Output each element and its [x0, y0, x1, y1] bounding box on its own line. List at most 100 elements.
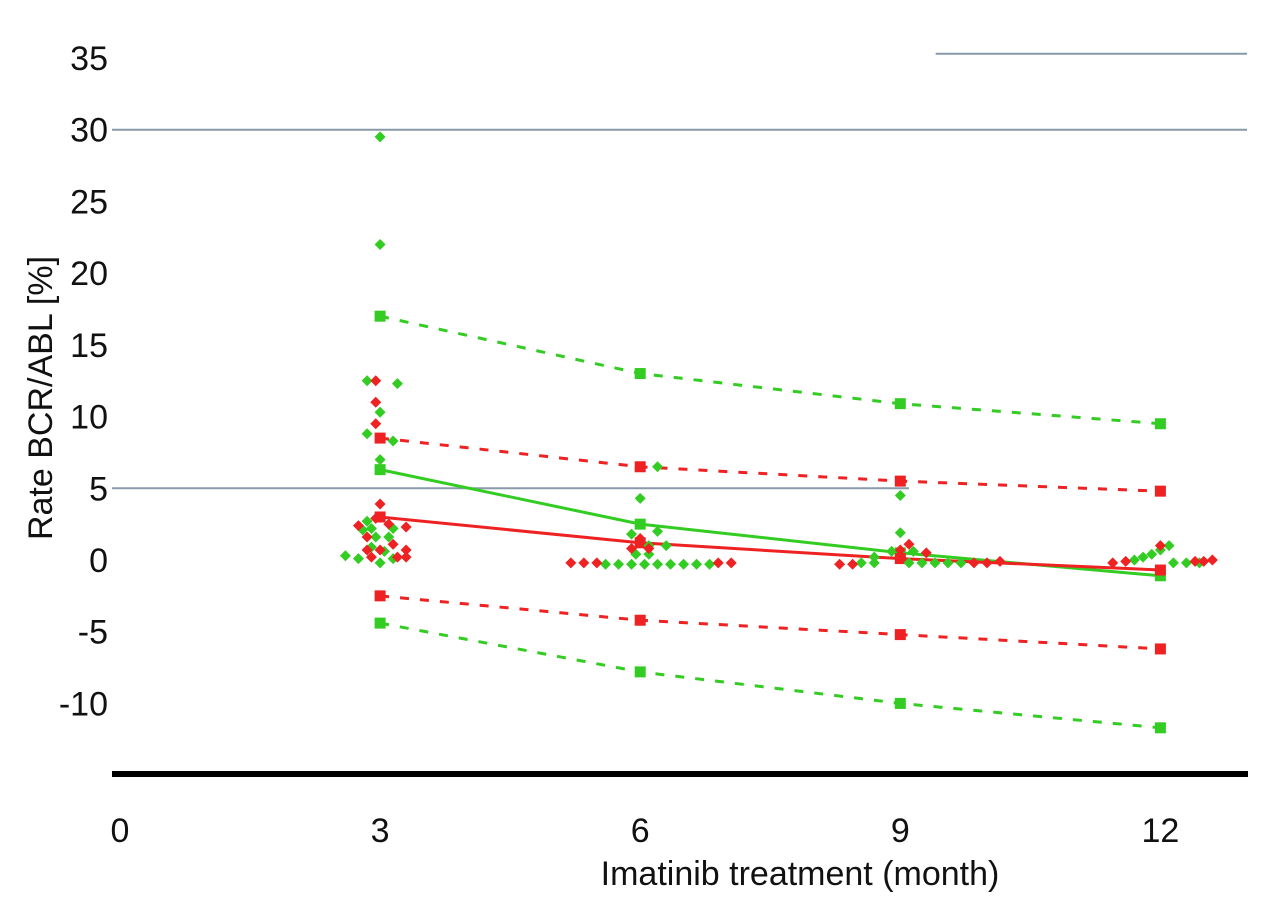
green-data-point	[1128, 554, 1140, 566]
green-data-point	[374, 238, 386, 250]
green-data-point	[626, 528, 638, 540]
red-data-point	[374, 544, 386, 556]
y-tick-label: 0	[89, 542, 108, 580]
green-data-point	[704, 558, 716, 570]
red-data-point	[365, 551, 377, 563]
red-solid-line	[379, 515, 1161, 572]
green-data-point	[665, 558, 677, 570]
red-line-marker	[1154, 643, 1166, 655]
red-data-point	[400, 544, 412, 556]
x-axis-ticks: 0 3 6 9 12	[111, 812, 1180, 850]
green-line-marker	[374, 464, 386, 476]
red-data-point	[903, 538, 915, 550]
red-data-point	[565, 557, 577, 569]
green-data-point	[365, 522, 377, 534]
y-tick-label: -5	[78, 614, 108, 652]
y-tick-label: 5	[89, 470, 108, 508]
green-data-point	[352, 553, 364, 565]
y-axis-ticks: 35 30 25 20 15 10 5 0 -5 -10	[59, 40, 108, 723]
green-data-point	[916, 557, 928, 569]
red-data-point	[994, 555, 1006, 567]
red-data-point	[374, 498, 386, 510]
red-line-marker	[1154, 564, 1166, 576]
red-data-point	[591, 557, 603, 569]
red-dashed-line	[379, 436, 1161, 493]
red-line-marker	[634, 614, 646, 626]
red-data-point	[370, 512, 382, 524]
red-data-point	[894, 544, 906, 556]
red-data-point	[834, 558, 846, 570]
red-data-point	[361, 531, 373, 543]
x-tick-label: 12	[1141, 812, 1179, 850]
green-data-point	[691, 558, 703, 570]
green-line-marker	[374, 617, 386, 629]
green-data-point	[626, 558, 638, 570]
red-data-point	[920, 547, 932, 559]
red-line-marker	[894, 629, 906, 641]
green-data-point	[634, 492, 646, 504]
green-line-marker	[1154, 722, 1166, 734]
red-data-point	[725, 557, 737, 569]
green-data-point	[929, 557, 941, 569]
x-axis-title: Imatinib treatment (month)	[601, 855, 1000, 893]
green-data-point	[652, 461, 664, 473]
green-line-marker	[1154, 570, 1166, 582]
red-data-point	[383, 518, 395, 530]
x-tick-label: 0	[111, 812, 130, 850]
green-data-point	[652, 525, 664, 537]
red-line-marker	[634, 461, 646, 473]
green-data-point	[1137, 551, 1149, 563]
red-data-point	[400, 521, 412, 533]
green-data-point	[639, 558, 651, 570]
red-data-point	[981, 557, 993, 569]
green-data-point	[894, 489, 906, 501]
red-data-point	[400, 551, 412, 563]
green-line-marker	[894, 697, 906, 709]
green-data-point	[613, 558, 625, 570]
x-tick-label: 3	[371, 812, 390, 850]
green-data-point	[643, 548, 655, 560]
green-data-point	[907, 545, 919, 557]
red-data-point	[1206, 554, 1218, 566]
scatter-points	[339, 131, 1218, 570]
green-data-point	[374, 131, 386, 143]
red-line-marker	[374, 590, 386, 602]
green-line-marker	[634, 518, 646, 530]
y-tick-label: 15	[70, 327, 108, 365]
green-line-marker	[894, 398, 906, 410]
green-dashed-line	[379, 621, 1161, 730]
y-tick-label: -10	[59, 685, 108, 723]
red-data-point	[634, 532, 646, 544]
green-line-marker	[1154, 418, 1166, 430]
green-data-point	[339, 550, 351, 562]
green-data-point	[361, 515, 373, 527]
green-data-point	[652, 558, 664, 570]
reference-lines	[112, 52, 1248, 490]
red-data-point	[370, 418, 382, 430]
green-data-point	[391, 378, 403, 390]
red-line-marker	[1154, 485, 1166, 497]
red-data-point	[1107, 557, 1119, 569]
red-data-point	[626, 543, 638, 555]
green-data-point	[955, 557, 967, 569]
red-data-point	[361, 544, 373, 556]
green-data-point	[361, 375, 373, 387]
green-dashed-line	[379, 314, 1161, 426]
red-line-marker	[894, 475, 906, 487]
green-data-point	[374, 557, 386, 569]
y-axis-title: Rate BCR/ABL [%]	[22, 256, 60, 540]
red-data-point	[968, 557, 980, 569]
green-data-point	[374, 454, 386, 466]
red-line-marker	[374, 432, 386, 444]
green-data-point	[387, 435, 399, 447]
red-dashed-line	[379, 594, 1161, 651]
red-data-point	[1120, 555, 1132, 567]
solid-trend-lines	[374, 464, 1166, 582]
green-data-point	[868, 551, 880, 563]
green-line-marker	[634, 368, 646, 380]
green-data-point	[370, 531, 382, 543]
y-tick-label: 20	[70, 255, 108, 293]
red-data-point	[387, 538, 399, 550]
red-data-point	[1189, 555, 1201, 567]
